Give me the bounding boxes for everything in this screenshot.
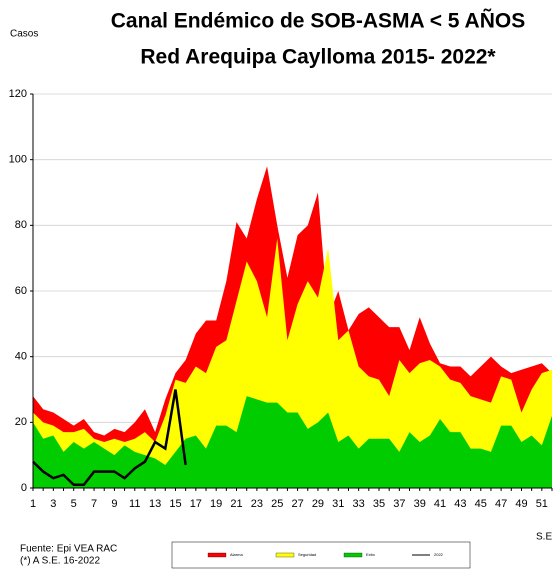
x-tick-label: 33 [353,498,365,510]
x-tick-label: 7 [91,498,97,510]
x-tick-label: 37 [393,498,405,510]
x-tick-label: 25 [271,498,283,510]
x-tick-label: 11 [129,498,140,510]
x-tick-label: 35 [373,498,385,510]
y-tick-label: 20 [15,416,27,428]
y-tick-label: 40 [15,351,27,363]
legend-label: Alarma [230,552,243,557]
x-tick-label: 19 [210,498,222,510]
y-axis-label: Casos [10,29,38,40]
legend-label: 2022 [434,552,444,557]
x-tick-label: 23 [251,498,263,510]
x-tick-label: 47 [495,498,507,510]
legend-label: Seguridad [298,552,316,557]
x-tick-label: 43 [454,498,466,510]
x-tick-label: 15 [169,498,181,510]
x-tick-label: 41 [434,498,446,510]
legend-label: Exito [366,552,376,557]
x-tick-label: 17 [190,498,202,510]
x-tick-label: 9 [111,498,117,510]
x-tick-label: 1 [30,498,36,510]
x-tick-label: 13 [149,498,161,510]
y-tick-label: 0 [21,482,27,494]
y-tick-label: 80 [15,219,27,231]
x-tick-label: 27 [291,498,303,510]
footnote: (*) A S.E. 16-2022 [20,556,100,567]
x-tick-label: 39 [414,498,426,510]
x-tick-label: 45 [475,498,487,510]
x-tick-label: 21 [230,498,242,510]
chart-title: Canal Endémico de SOB-ASMA < 5 AÑOS [111,10,525,33]
y-tick-label: 60 [15,285,27,297]
chart-subtitle: Red Arequipa Caylloma 2015- 2022* [140,46,496,69]
y-tick-label: 100 [9,154,27,166]
line-2022 [32,389,187,486]
legend-swatch [275,552,295,558]
area [33,238,552,488]
x-tick-label: 49 [515,498,527,510]
legend-swatch [343,552,363,558]
x-tick-label: 29 [312,498,324,510]
x-tick-label: 3 [50,498,56,510]
y-tick-label: 120 [9,88,27,100]
x-tick-label: 31 [332,498,344,510]
source-note: Fuente: Epi VEA RAC [20,544,117,555]
x-tick-label: 51 [536,498,548,510]
legend-swatch [207,552,227,558]
x-tick-label: 5 [71,498,77,510]
area [33,396,552,488]
x-axis-label: S.E [536,532,552,543]
